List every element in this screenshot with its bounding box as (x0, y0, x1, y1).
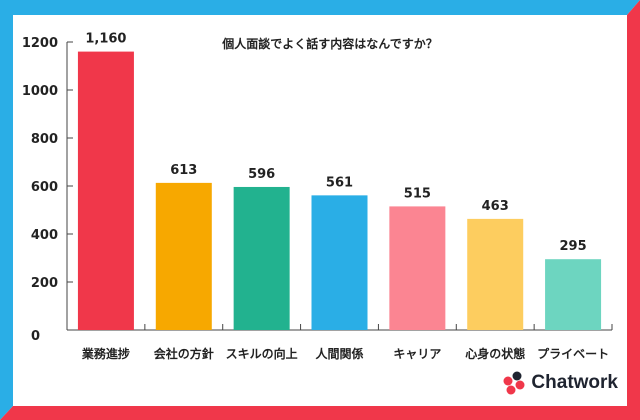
chatwork-logo: Chatwork (503, 371, 618, 395)
y-tick-label: 1000 (22, 84, 58, 99)
data-label: 295 (560, 239, 587, 254)
y-tick-label: 200 (31, 276, 58, 291)
data-label: 561 (326, 175, 353, 190)
bar-2 (155, 182, 212, 330)
y-tick-label: 400 (31, 228, 58, 243)
y-tick-label: 0 (31, 329, 40, 344)
bar-5 (389, 206, 446, 330)
y-tick-label: 600 (31, 180, 58, 195)
x-tick-label: 会社の方針 (154, 346, 214, 361)
y-tick-label: 800 (31, 132, 58, 147)
data-label: 1,160 (85, 32, 126, 47)
x-tick-label: 心身の状態 (465, 346, 525, 361)
data-label: 463 (482, 199, 509, 214)
bar-6 (467, 218, 524, 330)
data-label: 613 (170, 163, 197, 178)
bar-1 (77, 51, 134, 330)
x-tick-label: プライベート (537, 346, 609, 361)
chatwork-petal-logo-icon (503, 371, 525, 395)
data-label: 596 (248, 167, 275, 182)
x-tick-label: キャリア (393, 347, 441, 361)
bar-7 (545, 259, 602, 330)
x-tick-label: 業務進捗 (81, 346, 130, 361)
y-tick-label: 1200 (22, 36, 58, 51)
bar-3 (233, 186, 290, 330)
x-tick-label: 人間関係 (315, 346, 363, 361)
chart-title: 個人面談でよく話す内容はなんですか？ (221, 36, 437, 51)
data-label: 515 (404, 186, 431, 201)
brand-name: Chatwork (531, 372, 618, 393)
x-tick-label: スキルの向上 (226, 346, 298, 361)
bar-4 (311, 195, 368, 330)
